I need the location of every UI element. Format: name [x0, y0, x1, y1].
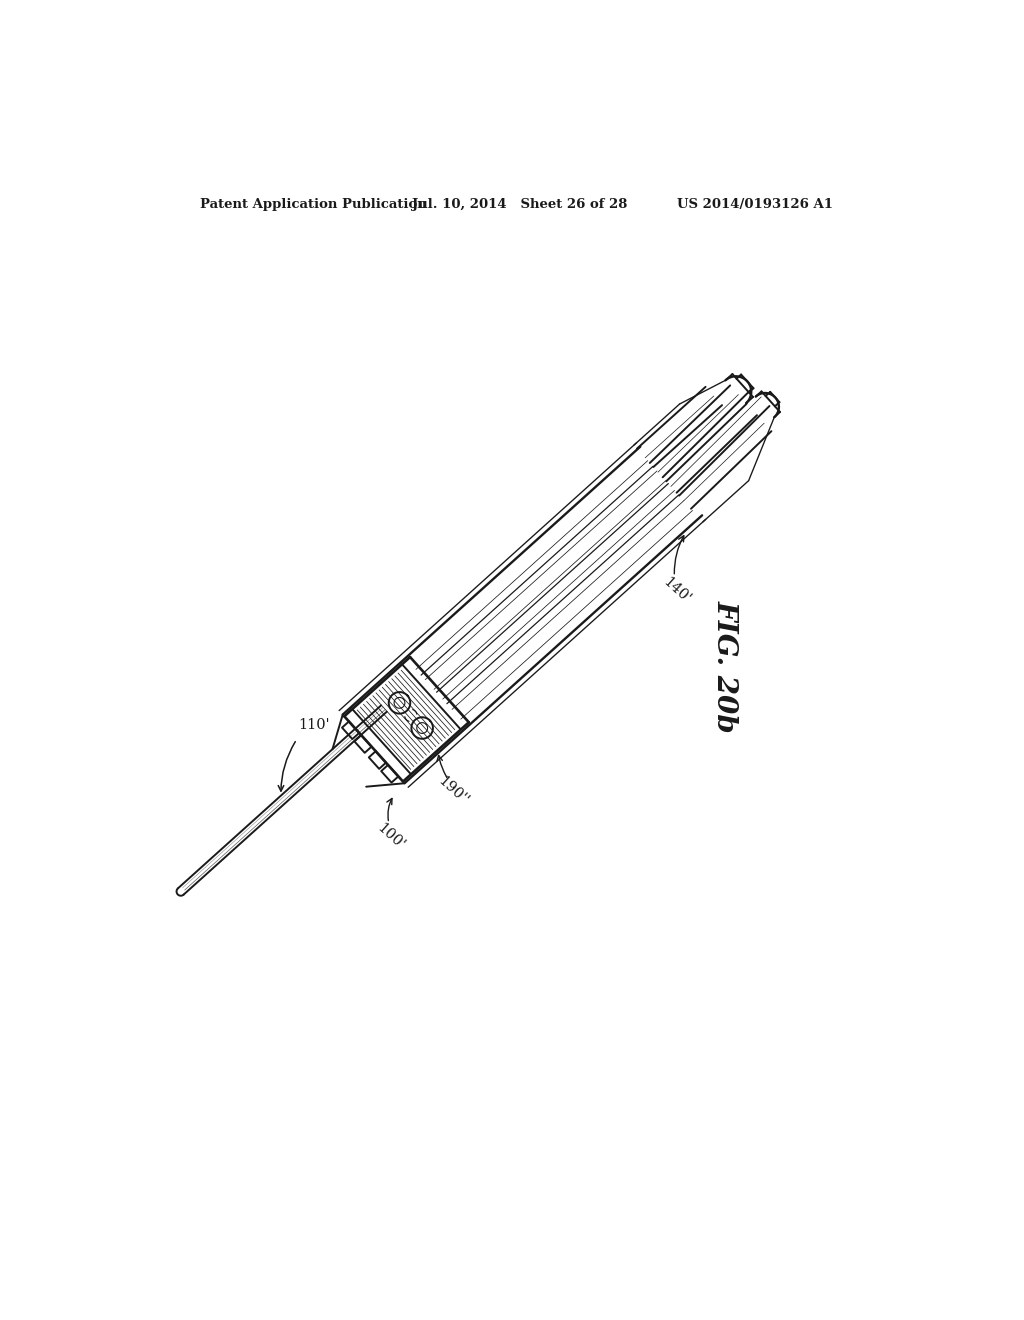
Text: FIG. 20b: FIG. 20b — [712, 601, 739, 733]
Text: 100': 100' — [375, 821, 408, 853]
Text: Jul. 10, 2014   Sheet 26 of 28: Jul. 10, 2014 Sheet 26 of 28 — [412, 198, 627, 211]
Text: 140': 140' — [659, 574, 693, 606]
Text: 110': 110' — [298, 718, 330, 731]
Text: Patent Application Publication: Patent Application Publication — [200, 198, 427, 211]
Text: US 2014/0193126 A1: US 2014/0193126 A1 — [677, 198, 834, 211]
Text: 190'': 190'' — [435, 774, 471, 808]
